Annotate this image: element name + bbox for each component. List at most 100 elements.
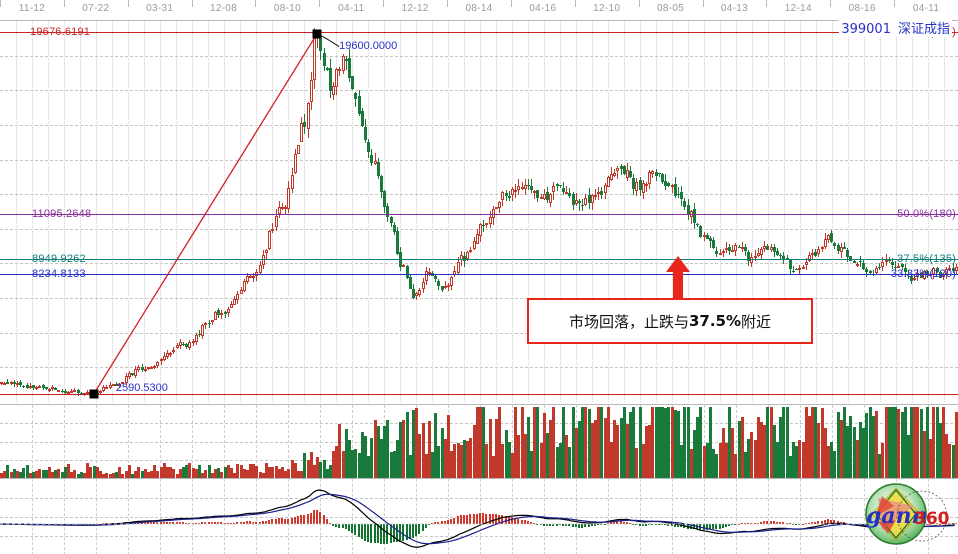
volume-bar [399,422,402,478]
candle-wick [557,182,558,191]
fib-line-100.0360 [0,32,958,34]
candle-body [45,387,48,389]
candle-wick [672,184,673,193]
macd-bar [457,516,459,524]
candle-body [32,385,35,388]
candle-body [489,216,492,224]
candlestick [629,166,632,179]
volume-bar [96,467,99,478]
volume-bar [396,440,399,478]
candlestick [185,342,188,350]
volume-bar [808,416,811,478]
volume-bar [160,467,163,478]
candlestick [677,186,680,198]
candlestick [897,263,900,268]
macd-bar [610,522,612,524]
volume-bar [437,446,440,478]
candle-wick [659,172,660,177]
candlestick [469,247,472,253]
macd-bar [572,524,574,528]
candle-body [881,262,884,268]
volume-bar [533,407,536,478]
volume-bar [763,425,766,478]
volume-bar [275,466,278,478]
candlestick [859,255,862,268]
volume-bar [185,465,188,478]
candlestick [220,310,223,319]
macd-bar [939,523,941,525]
candle-body [648,172,651,184]
candle-wick [726,242,727,253]
volume-bar [521,407,524,478]
candlestick [345,56,348,70]
macd-bar [690,524,692,529]
volume-bar [351,450,354,478]
candle-body [19,382,22,385]
volume-bar [287,469,290,478]
volume-bar [489,419,492,478]
candle-wick [534,190,535,200]
candlestick [635,177,638,196]
candlestick [444,280,447,289]
candle-body [310,80,313,103]
candlestick [208,320,211,328]
volume-bar [220,472,223,478]
candle-body [734,244,737,251]
macd-bar [351,524,353,533]
macd-bar [591,524,593,527]
macd-bar [358,524,360,538]
volume-bar [671,407,674,478]
candlestick [29,383,32,389]
candlestick [482,219,485,232]
candle-wick [822,246,823,253]
candlestick [453,266,456,278]
volume-bar [575,428,578,478]
volume-bar [559,443,562,478]
candle-body [821,246,824,249]
volume-bar [476,407,479,478]
candlestick [878,263,881,271]
candlestick [291,167,294,194]
candlestick [115,382,118,386]
candle-body [600,191,603,195]
volume-bar [16,471,19,478]
candlestick [364,119,367,143]
volume-bar [610,442,613,478]
candlestick [367,139,370,158]
candlestick [224,311,227,319]
candlestick [70,388,73,394]
candlestick [757,248,760,257]
annotation-text-after: 附近 [741,312,772,331]
candlestick [824,232,827,249]
candle-wick [646,181,647,193]
volume-bar [38,469,41,478]
candlestick [281,202,284,210]
svg-text:gann: gann [866,503,928,529]
candle-body [891,262,894,266]
volume-bar [361,432,364,478]
volume-bar [546,433,549,478]
candle-body [406,265,409,278]
candle-wick [617,165,618,180]
volume-bar [776,442,779,478]
candlestick [655,169,658,181]
volume-bar [830,442,833,478]
candle-body [383,191,386,208]
candlestick [843,242,846,250]
candlestick [147,366,150,370]
macd-bar [469,514,471,524]
candle-body [284,206,287,209]
candle-body [380,175,383,193]
macd-bar [760,522,762,524]
macd-bar [166,522,168,524]
volume-bar [651,407,654,478]
candle-wick [582,198,583,212]
candle-wick [522,182,523,191]
candle-wick [943,273,944,281]
volume-bar [926,407,929,478]
macd-bar [460,515,462,524]
macd-bar [476,513,478,524]
volume-bar [211,473,214,478]
macd-bar [821,520,823,524]
date-tick-label: 12-08 [209,3,238,14]
